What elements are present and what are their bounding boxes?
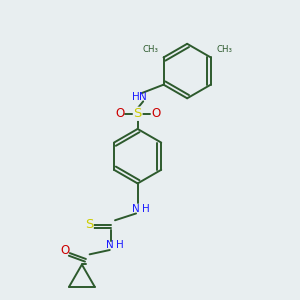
Text: S: S (134, 107, 142, 120)
Text: N: N (139, 92, 147, 102)
Text: O: O (115, 107, 124, 120)
Text: S: S (85, 218, 93, 231)
Text: O: O (60, 244, 70, 257)
Text: CH₃: CH₃ (142, 45, 158, 54)
Text: H: H (142, 204, 150, 214)
Text: H: H (116, 240, 124, 250)
Text: N: N (106, 240, 114, 250)
Text: CH₃: CH₃ (216, 45, 232, 54)
Text: N: N (132, 204, 140, 214)
Text: H: H (132, 92, 140, 102)
Text: O: O (151, 107, 160, 120)
